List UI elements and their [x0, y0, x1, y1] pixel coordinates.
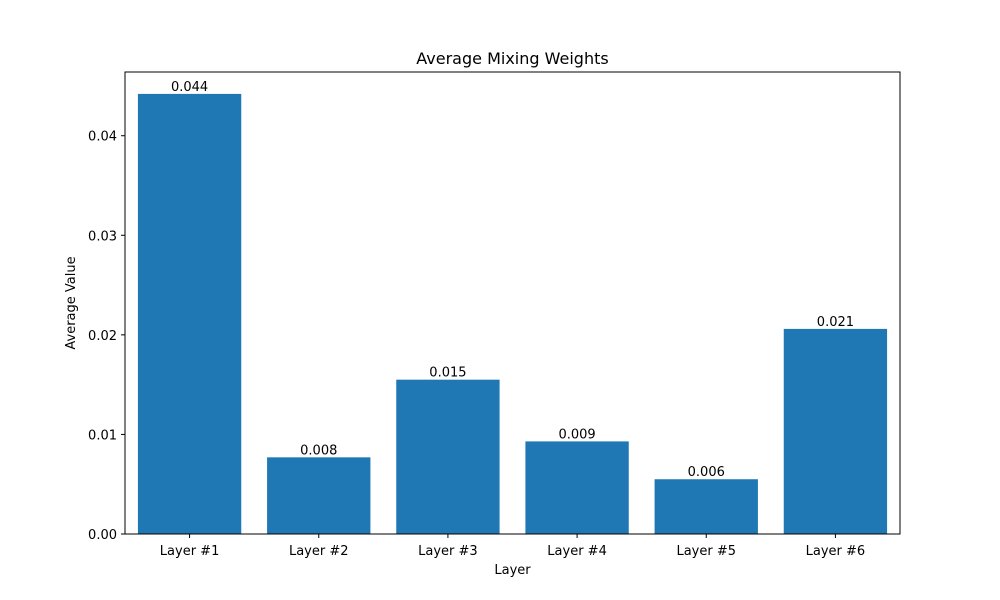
- y-tick-label-2: 0.01: [88, 428, 117, 443]
- x-tick-label-3: Layer #3: [418, 544, 478, 559]
- y-tick-label-3: 0.02: [88, 329, 117, 344]
- bar-value-label-6: 0.021: [817, 315, 854, 330]
- x-tick-label-6: Layer #6: [806, 544, 866, 559]
- x-tick-label-2: Layer #2: [289, 544, 349, 559]
- x-tick-label-5: Layer #5: [676, 544, 736, 559]
- bar-value-label-5: 0.006: [688, 465, 725, 480]
- y-tick-label-5: 0.04: [88, 130, 117, 145]
- bar-2: [267, 457, 371, 534]
- bar-4: [525, 441, 629, 534]
- chart-title: Average Mixing Weights: [416, 49, 608, 68]
- y-axis-ticks: 0.00 0.01 0.02 0.03 0.04: [88, 130, 125, 543]
- y-axis-label: Average Value: [64, 256, 79, 349]
- x-tick-label-1: Layer #1: [160, 544, 220, 559]
- y-tick-label-1: 0.00: [88, 528, 117, 543]
- x-axis-ticks: Layer #1 Layer #2 Layer #3 Layer #4 Layer #5…: [160, 534, 865, 559]
- bar-5: [654, 479, 758, 534]
- bar-value-label-1: 0.044: [171, 80, 208, 95]
- bar-1: [137, 93, 242, 534]
- bar-6: [783, 328, 888, 534]
- x-axis-label: Layer: [494, 563, 531, 578]
- plot-frame: [124, 71, 901, 535]
- x-tick-label-4: Layer #4: [547, 544, 607, 559]
- bar-value-label-4: 0.009: [558, 427, 595, 442]
- bars: [137, 93, 888, 534]
- bar-value-labels: 0.044 0.008 0.015 0.009 0.006 0.021: [171, 80, 854, 480]
- y-tick-label-4: 0.03: [88, 229, 117, 244]
- bar-3: [396, 379, 500, 534]
- bar-value-label-2: 0.008: [300, 443, 337, 458]
- bar-value-label-3: 0.015: [429, 366, 466, 381]
